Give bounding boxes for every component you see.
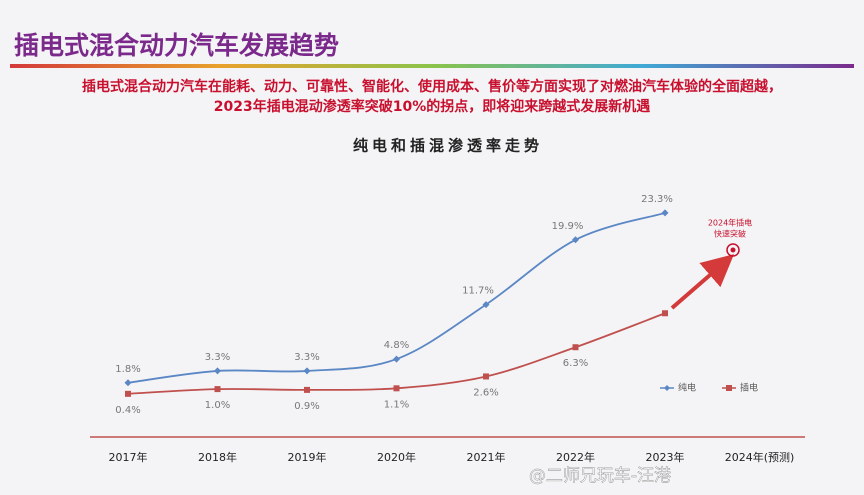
legend-marker <box>664 385 670 391</box>
target-dot <box>730 247 736 253</box>
value-label: 0.9% <box>294 401 319 412</box>
point <box>482 301 490 309</box>
point <box>572 344 579 351</box>
chart-title: 纯电和插混渗透率走势 <box>353 137 543 155</box>
value-label: 0.4% <box>115 405 140 416</box>
point <box>124 379 132 387</box>
legend-label: 插电 <box>740 382 758 394</box>
point <box>572 236 579 244</box>
x-tick-label: 2019年 <box>288 450 327 464</box>
subtitle-line: 插电式混合动力汽车在能耗、动力、可靠性、智能化、使用成本、售价等方面实现了对燃油… <box>82 79 782 95</box>
value-label: 11.7% <box>462 286 494 297</box>
point <box>393 355 400 363</box>
value-label: 19.9% <box>552 221 584 232</box>
x-tick-label: 2020年 <box>377 450 416 464</box>
value-label: 23.3% <box>641 194 673 205</box>
page-title: 插电式混合动力汽车发展趋势 <box>14 31 340 60</box>
value-label: 2.6% <box>473 387 498 398</box>
annotation: 快速突破 <box>714 229 746 239</box>
value-label: 4.8% <box>384 340 409 351</box>
point <box>483 373 489 380</box>
value-label: 3.3% <box>294 352 319 363</box>
value-label: 1.8% <box>115 364 140 375</box>
trend-arrow <box>670 254 735 310</box>
point <box>304 386 310 393</box>
legend-label: 纯电 <box>678 382 696 394</box>
point <box>125 390 131 397</box>
point <box>661 209 669 217</box>
x-tick-label: 2017年 <box>109 450 148 464</box>
watermark: @二师兄玩车-汪港 <box>529 466 671 486</box>
value-label: 3.3% <box>205 352 230 363</box>
point <box>214 386 221 393</box>
point <box>303 367 311 375</box>
value-label: 1.0% <box>205 400 230 411</box>
x-tick-label: 2021年 <box>467 450 506 464</box>
subtitle-line: 2023年插电混动渗透率突破10%的拐点，即将迎来跨越式发展新机遇 <box>213 99 651 115</box>
point <box>662 310 668 317</box>
x-tick-label: 2018年 <box>198 450 237 464</box>
point <box>393 385 400 392</box>
x-tick-label: 2023年 <box>646 450 685 464</box>
value-label: 1.1% <box>384 399 409 410</box>
point <box>214 367 221 375</box>
value-label: 6.3% <box>563 358 588 369</box>
title-rule <box>10 64 854 68</box>
x-tick-label: 2024年(预测) <box>725 450 795 464</box>
annotation: 2024年插电 <box>708 218 752 228</box>
x-tick-label: 2022年 <box>556 450 595 464</box>
legend-marker <box>726 385 732 391</box>
target-ring <box>726 243 740 257</box>
